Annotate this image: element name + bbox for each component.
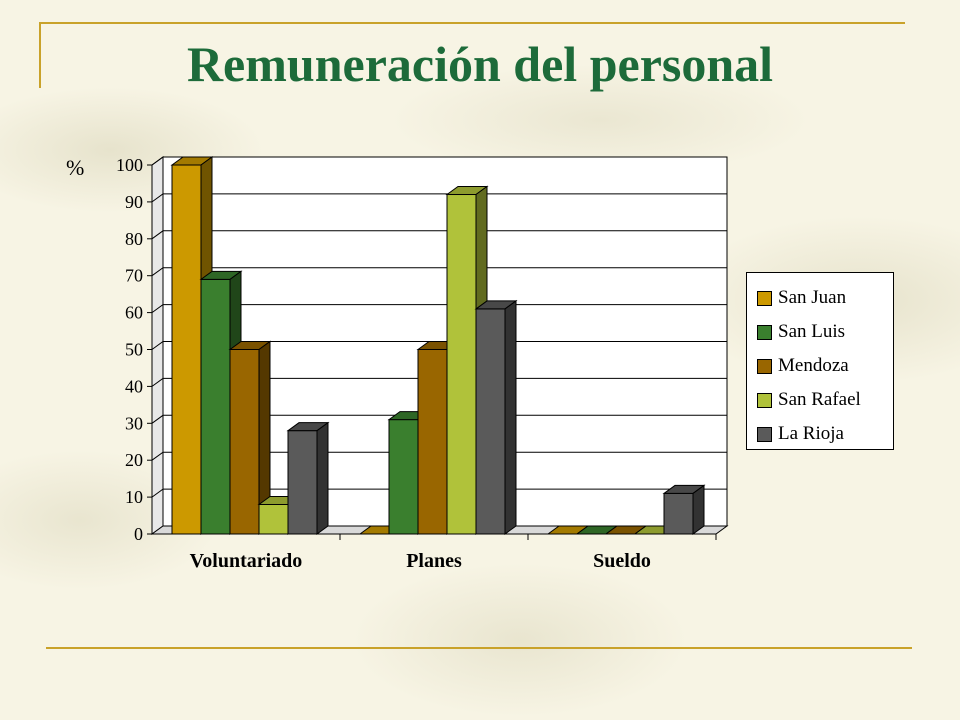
bar-mendoza-voluntariado xyxy=(228,340,272,535)
grid-line xyxy=(151,156,727,166)
y-tick-label: 70 xyxy=(125,266,143,286)
legend-label: San Luis xyxy=(778,321,846,342)
grid-line xyxy=(151,304,727,314)
legend-item: Mendoza xyxy=(757,349,893,383)
bar-la-rioja-sueldo xyxy=(662,484,706,535)
legend-label: San Juan xyxy=(778,287,847,308)
bar-la-rioja-planes xyxy=(474,299,518,535)
x-tick-label: Planes xyxy=(406,550,462,572)
grid-line xyxy=(151,193,727,203)
grid-lines xyxy=(151,156,727,498)
legend-label: San Rafael xyxy=(778,389,861,410)
grid-line xyxy=(151,414,727,424)
grid-line xyxy=(151,267,727,277)
y-tick-label: 80 xyxy=(125,229,143,249)
legend-label: La Rioja xyxy=(778,423,844,444)
legend-item: La Rioja xyxy=(757,417,893,451)
bar-san-juan-voluntariado xyxy=(170,156,214,535)
grid-line xyxy=(151,451,727,461)
y-tick-label: 100 xyxy=(116,155,143,175)
legend-swatch xyxy=(757,324,772,340)
y-axis-label: % xyxy=(66,155,84,180)
x-tick-label: Sueldo xyxy=(593,550,651,572)
legend-item: San Juan xyxy=(757,281,893,315)
legend-item: San Rafael xyxy=(757,383,893,417)
x-tick-label: Voluntariado xyxy=(190,550,303,572)
bar-la-rioja-voluntariado xyxy=(286,421,330,535)
grid-line xyxy=(151,488,727,498)
legend-item: San Luis xyxy=(757,315,893,349)
frame-bottom-line xyxy=(46,647,912,649)
y-tick-label: 60 xyxy=(125,303,143,323)
y-tick-label: 90 xyxy=(125,192,143,212)
grid-line xyxy=(151,341,727,350)
frame-vertical-line xyxy=(39,22,41,88)
y-tick-label: 10 xyxy=(125,487,143,507)
slide-title: Remuneración del personal xyxy=(186,36,774,92)
frame-top-line xyxy=(39,22,905,24)
legend-swatch xyxy=(757,358,772,374)
grid-line xyxy=(151,230,727,240)
bars xyxy=(170,156,706,535)
legend-swatch xyxy=(757,426,772,442)
legend-swatch xyxy=(757,290,772,306)
y-tick-label: 20 xyxy=(125,450,143,470)
chart-legend: San Juan San Luis Mendoza San Rafael La Rioj… xyxy=(746,272,894,450)
y-tick-label: 40 xyxy=(125,376,143,396)
y-tick-label: 30 xyxy=(125,413,143,433)
legend-swatch xyxy=(757,392,772,408)
y-tick-label: 50 xyxy=(125,340,143,360)
grid-line xyxy=(151,377,727,387)
y-tick-label: 0 xyxy=(134,524,143,544)
legend-label: Mendoza xyxy=(778,355,849,376)
tick-labels: 0 10 20 30 40 50 60 70 80 90 100% Voluntariado Plane… xyxy=(66,155,651,572)
